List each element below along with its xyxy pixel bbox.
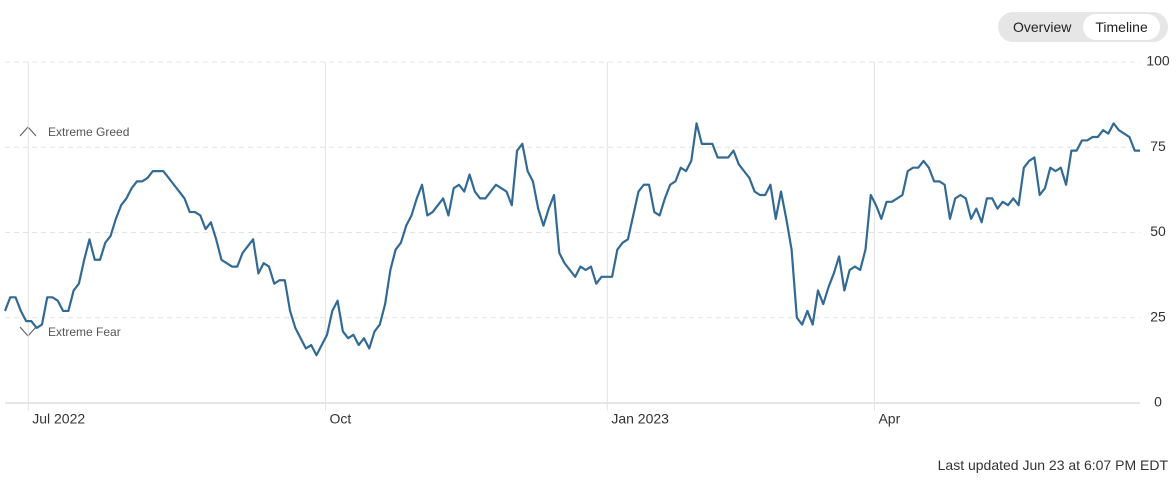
data-line: [3, 122, 1140, 357]
x-tick-label: Jan 2023: [611, 411, 669, 427]
chart: Extreme Greed Extreme Fear 0 25 50 75 100 Jul…: [3, 53, 1170, 427]
y-tick-label: 100: [1146, 53, 1170, 69]
view-toggle: Overview Timeline: [998, 12, 1168, 42]
y-tick-label: 75: [1150, 138, 1166, 154]
annotation: Extreme Fear: [48, 325, 121, 339]
y-tick-label: 25: [1150, 308, 1166, 324]
x-tick-label: Jul 2022: [32, 411, 85, 427]
last-updated: Last updated Jun 23 at 6:07 PM EDT: [937, 457, 1168, 473]
y-tick-label: 50: [1150, 223, 1166, 239]
y-tick-label: 0: [1154, 394, 1162, 410]
annotation: Extreme Greed: [48, 125, 129, 139]
overview-button[interactable]: Overview: [1013, 19, 1072, 35]
x-tick-label: Oct: [329, 411, 351, 427]
x-tick-label: Apr: [878, 411, 900, 427]
timeline-button[interactable]: Timeline: [1083, 14, 1160, 40]
